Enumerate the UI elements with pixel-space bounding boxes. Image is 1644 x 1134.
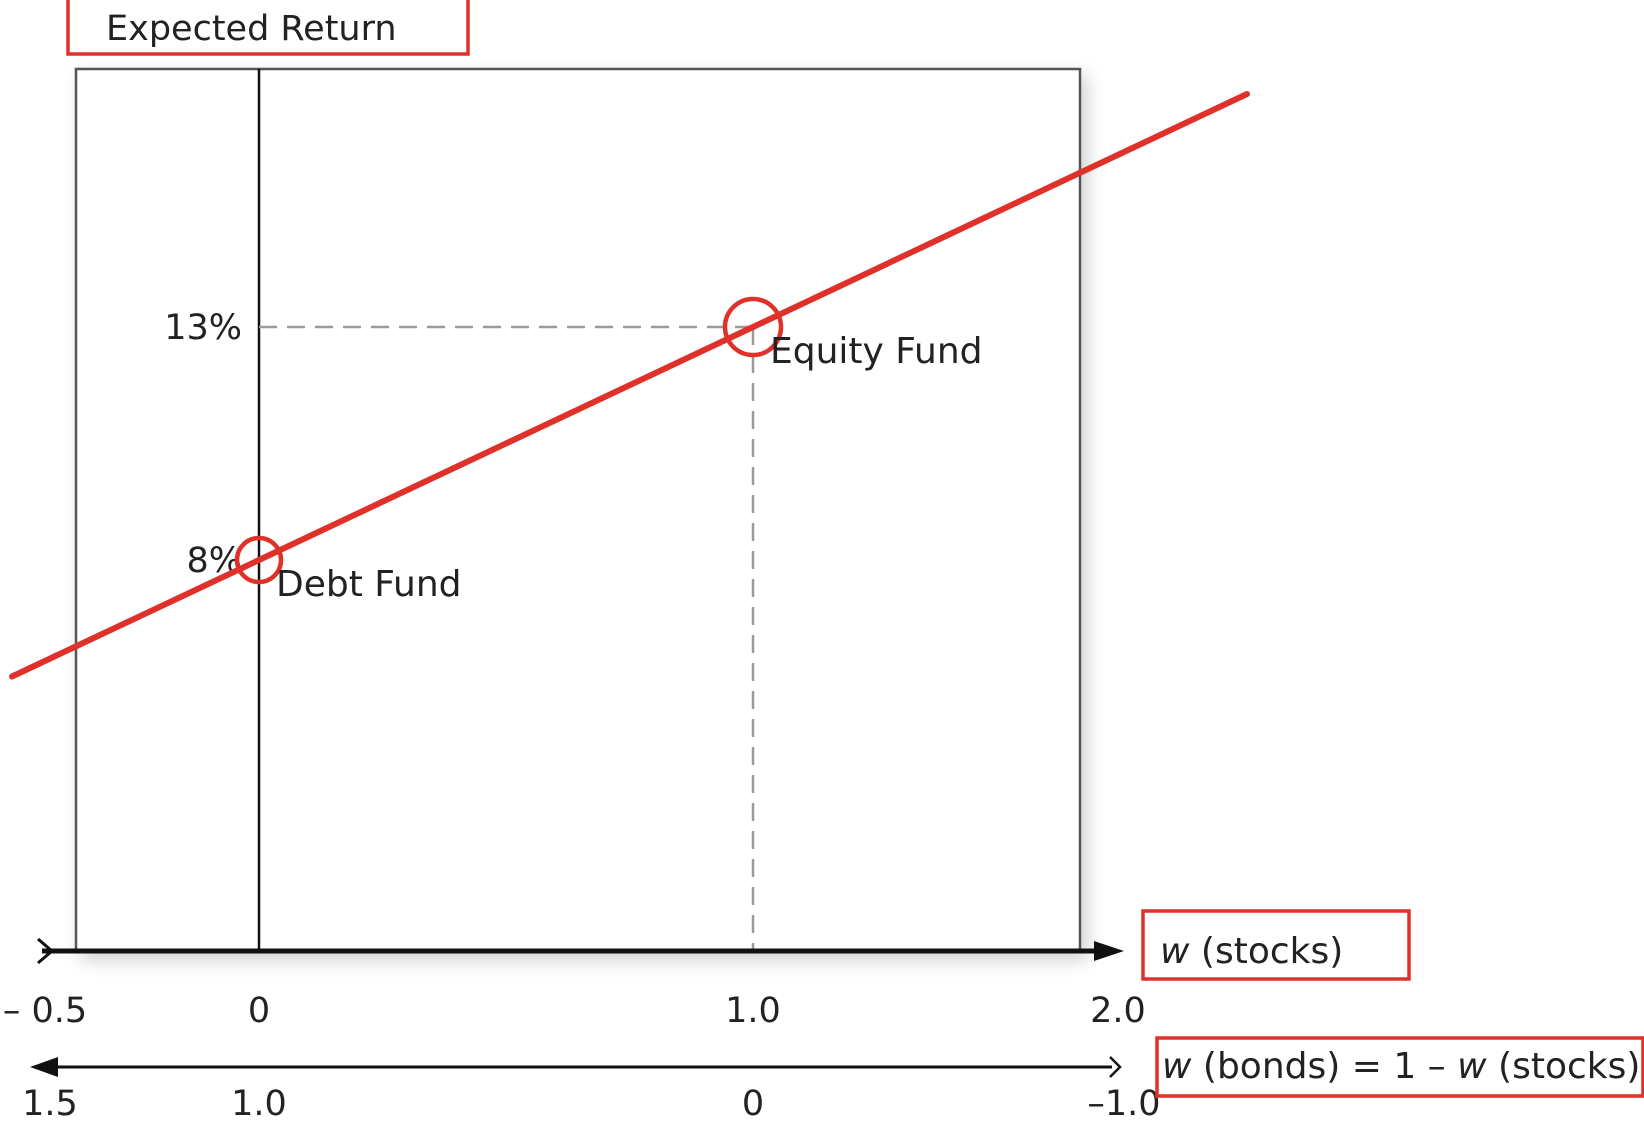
point-label-debt: Debt Fund bbox=[276, 564, 462, 605]
xlabel-primary-box bbox=[1141, 909, 1411, 981]
x-axis-label-secondary: w (bonds) = 1 – w (stocks) bbox=[1162, 1046, 1640, 1087]
xlabel-secondary-box bbox=[1155, 1036, 1644, 1098]
x-tick-label: 2.0 bbox=[1090, 991, 1146, 1031]
x-axis-primary-tail bbox=[37, 937, 55, 965]
x-secondary-tick-label: 0 bbox=[742, 1084, 764, 1124]
plot-frame bbox=[74, 67, 1082, 953]
x-secondary-tick-label: –1.0 bbox=[1087, 1084, 1160, 1124]
x-axis-secondary-tail bbox=[1109, 1056, 1122, 1078]
point-marker-equity bbox=[722, 296, 784, 358]
x-tick-label: 1.0 bbox=[725, 991, 781, 1031]
x-tick-label: 0 bbox=[248, 991, 270, 1031]
x-axis-primary-arrow bbox=[1094, 941, 1124, 961]
point-label-equity: Equity Fund bbox=[770, 331, 983, 372]
series-line bbox=[9, 91, 1250, 680]
x-secondary-tick-label: 1.0 bbox=[231, 1084, 287, 1124]
ylabel-box bbox=[66, 0, 470, 56]
y-tick-label: 13% bbox=[164, 308, 242, 348]
x-axis-label-primary: w (stocks) bbox=[1160, 931, 1343, 972]
x-axis-secondary-arrow bbox=[30, 1057, 58, 1077]
point-marker-debt bbox=[234, 535, 284, 585]
x-secondary-tick-label: 1.5 bbox=[22, 1084, 78, 1124]
x-tick-label: – 0.5 bbox=[3, 991, 87, 1031]
y-axis-label: Expected Return bbox=[106, 9, 397, 49]
